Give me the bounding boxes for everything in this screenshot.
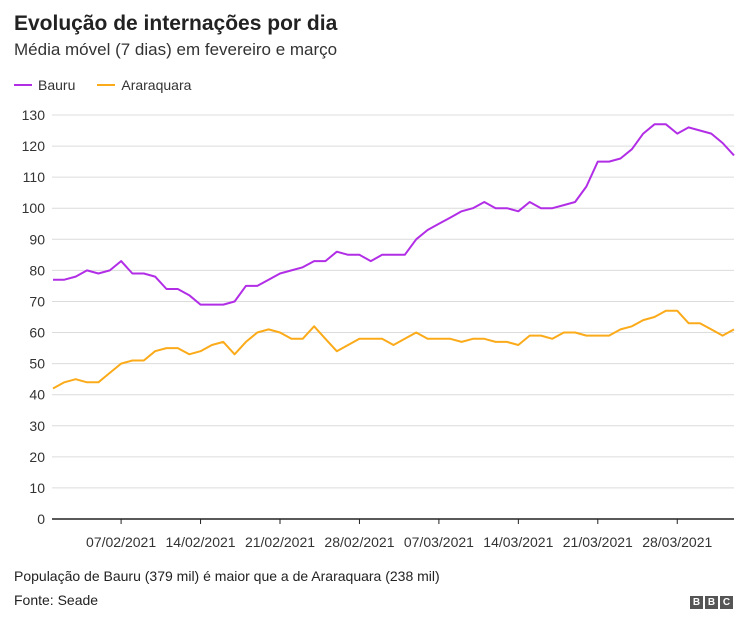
y-tick-label: 0: [37, 511, 45, 527]
x-tick-label: 07/02/2021: [86, 534, 156, 550]
chart-title: Evolução de internações por dia: [14, 12, 338, 35]
legend-swatch-bauru: [14, 84, 32, 86]
x-tick-label: 28/03/2021: [642, 534, 712, 550]
y-tick-label: 10: [29, 480, 45, 496]
legend: Bauru Araraquara: [14, 77, 191, 93]
y-tick-label: 90: [29, 231, 45, 247]
y-tick-label: 30: [29, 418, 45, 434]
y-tick-label: 20: [29, 449, 45, 465]
legend-item-bauru: Bauru: [14, 77, 75, 93]
y-tick-label: 70: [29, 293, 45, 309]
x-tick-label: 21/03/2021: [563, 534, 633, 550]
chart-source: Fonte: Seade: [14, 592, 99, 608]
x-tick-label: 28/02/2021: [324, 534, 394, 550]
series-line-araraquara: [52, 309, 735, 390]
x-tick-label: 07/03/2021: [404, 534, 474, 550]
legend-label-araraquara: Araraquara: [121, 77, 192, 93]
series-line-bauru: [53, 123, 735, 306]
y-tick-label: 60: [29, 325, 45, 341]
y-tick-label: 80: [29, 262, 45, 278]
y-tick-label: 110: [23, 169, 46, 185]
y-tick-label: 40: [29, 387, 45, 403]
y-tick-label: 130: [22, 107, 46, 123]
y-tick-label: 100: [22, 200, 46, 216]
chart-subtitle: Média móvel (7 dias) em fevereiro e març…: [14, 40, 338, 59]
x-tick-label: 14/03/2021: [483, 534, 553, 550]
legend-swatch-araraquara: [97, 84, 116, 86]
y-tick-label: 50: [29, 356, 45, 372]
chart-note: População de Bauru (379 mil) é maior que…: [14, 568, 440, 584]
x-tick-label: 21/02/2021: [245, 534, 315, 550]
legend-label-bauru: Bauru: [38, 77, 76, 93]
y-tick-label: 120: [22, 138, 46, 154]
x-tick-label: 14/02/2021: [166, 534, 236, 550]
legend-item-araraquara: Araraquara: [97, 77, 191, 93]
